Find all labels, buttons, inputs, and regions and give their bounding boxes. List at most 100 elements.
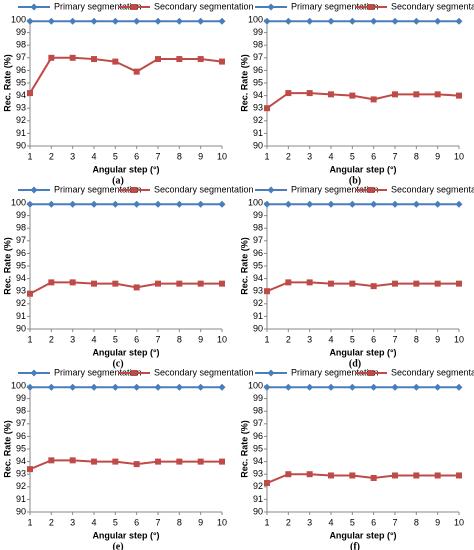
- marker: [112, 458, 119, 465]
- y-tick-label: 91: [253, 494, 263, 504]
- legend-label: Secondary segmentation: [391, 184, 474, 194]
- series-line: [29, 281, 222, 295]
- y-tick-label: 97: [16, 235, 26, 245]
- y-tick-label: 92: [16, 298, 26, 308]
- marker: [284, 17, 292, 25]
- y-tick-label: 99: [253, 27, 263, 37]
- y-tick-label: 94: [253, 273, 263, 283]
- caption: (d): [349, 358, 361, 369]
- series-line: [266, 92, 460, 110]
- y-tick-label: 100: [248, 380, 263, 390]
- marker: [264, 288, 270, 295]
- y-tick-label: 99: [16, 27, 26, 37]
- legend-label: Primary segmentation: [54, 184, 142, 194]
- marker: [392, 472, 398, 479]
- y-tick-label: 99: [253, 393, 263, 403]
- y-axis-label: Rec. Rate (%): [239, 420, 249, 478]
- x-tick-label: 10: [454, 151, 464, 161]
- y-tick-label: 92: [253, 298, 263, 308]
- y-tick-label: 98: [253, 40, 263, 50]
- y-tick-label: 96: [16, 248, 26, 258]
- marker: [154, 17, 162, 25]
- x-tick-label: 6: [134, 151, 139, 161]
- x-tick-label: 10: [217, 334, 227, 344]
- marker: [175, 17, 183, 25]
- x-tick-label: 2: [286, 334, 291, 344]
- marker: [197, 458, 204, 465]
- y-tick-label: 95: [253, 443, 263, 453]
- x-tick-label: 2: [49, 151, 54, 161]
- x-tick-label: 4: [91, 517, 96, 527]
- y-tick-label: 94: [16, 273, 26, 283]
- legend-label: Secondary segmentation: [391, 367, 474, 377]
- y-tick-label: 90: [253, 506, 263, 516]
- marker: [306, 383, 314, 391]
- marker: [91, 458, 97, 465]
- legend-label: Primary segmentation: [54, 367, 142, 377]
- x-tick-label: 4: [328, 517, 333, 527]
- x-tick-label: 7: [392, 151, 397, 161]
- marker: [413, 472, 420, 479]
- x-tick-label: 7: [155, 334, 160, 344]
- x-tick-label: 1: [27, 517, 32, 527]
- marker: [264, 105, 270, 112]
- marker: [391, 17, 399, 25]
- marker: [133, 284, 140, 291]
- marker: [133, 383, 141, 391]
- marker: [456, 92, 462, 99]
- marker: [455, 17, 463, 25]
- marker: [328, 280, 334, 287]
- x-tick-label: 3: [307, 151, 312, 161]
- y-tick-label: 96: [253, 248, 263, 258]
- x-tick-label: 9: [435, 334, 440, 344]
- marker: [197, 56, 204, 63]
- marker: [285, 471, 292, 478]
- x-tick-label: 2: [286, 151, 291, 161]
- marker: [434, 383, 442, 391]
- legend-label: Primary segmentation: [291, 184, 379, 194]
- marker: [133, 200, 141, 208]
- y-tick-label: 93: [16, 469, 26, 479]
- marker: [456, 472, 462, 479]
- chart-panel: Primary segmentation Secondary segmentati…: [2, 1, 253, 186]
- marker: [328, 472, 334, 479]
- x-tick-label: 10: [217, 151, 227, 161]
- y-axis-label: Rec. Rate (%): [2, 420, 12, 478]
- marker: [349, 280, 356, 287]
- x-tick-label: 10: [454, 517, 464, 527]
- y-tick-label: 99: [253, 210, 263, 220]
- marker: [263, 17, 271, 25]
- marker: [176, 56, 183, 63]
- x-tick-label: 4: [91, 334, 96, 344]
- marker: [456, 280, 462, 287]
- marker: [348, 200, 356, 208]
- marker: [306, 200, 314, 208]
- marker: [155, 280, 161, 287]
- x-tick-label: 3: [307, 334, 312, 344]
- marker: [306, 471, 313, 478]
- y-tick-label: 91: [16, 128, 26, 138]
- marker: [133, 17, 141, 25]
- marker: [349, 472, 356, 479]
- x-tick-label: 3: [70, 151, 75, 161]
- x-tick-label: 1: [264, 517, 269, 527]
- x-tick-label: 6: [134, 517, 139, 527]
- legend-marker: [267, 3, 275, 11]
- legend-label: Secondary segmentation: [154, 367, 254, 377]
- x-axis-label: Angular step (°): [92, 164, 159, 174]
- marker: [285, 279, 292, 286]
- marker: [434, 472, 441, 479]
- marker: [413, 280, 420, 287]
- marker: [328, 91, 334, 98]
- y-tick-label: 96: [16, 431, 26, 441]
- x-tick-label: 2: [286, 517, 291, 527]
- legend-marker: [368, 4, 374, 10]
- x-tick-label: 1: [27, 151, 32, 161]
- marker: [370, 283, 377, 290]
- marker: [348, 383, 356, 391]
- y-tick-label: 93: [253, 286, 263, 296]
- x-tick-label: 6: [134, 334, 139, 344]
- series-line: [29, 56, 223, 94]
- marker: [327, 200, 335, 208]
